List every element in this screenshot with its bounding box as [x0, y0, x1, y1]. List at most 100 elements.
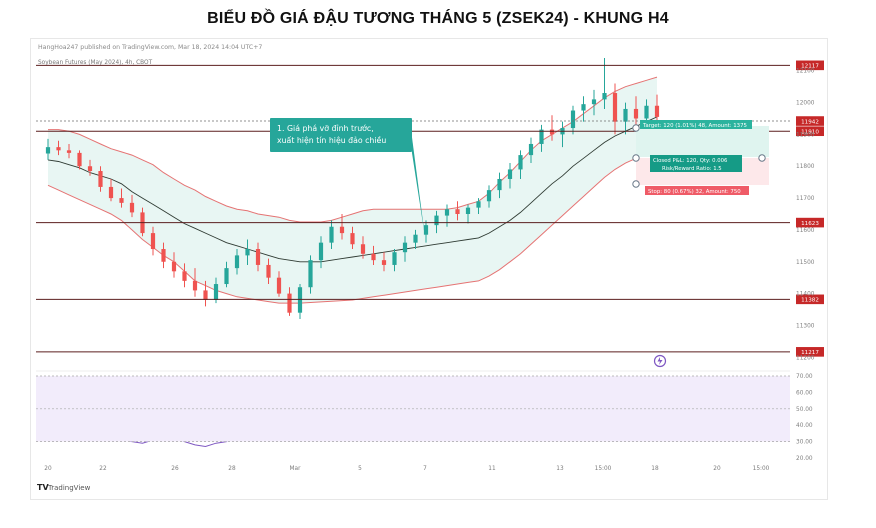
event-icon[interactable]	[653, 354, 667, 368]
candle	[308, 255, 313, 294]
candle	[591, 89, 597, 116]
candle-body	[213, 284, 219, 300]
page-title: BIỂU ĐỒ GIÁ ĐẬU TƯƠNG THÁNG 5 (ZSEK24) -…	[207, 10, 669, 27]
candle-body	[255, 249, 261, 265]
price-axis-tick-label: 11400	[796, 292, 815, 298]
time-axis-tick-label: Mar	[290, 466, 302, 472]
candle	[654, 94, 660, 125]
price-axis-tick-label: 11900	[796, 132, 815, 138]
candle	[581, 96, 586, 122]
candle-body	[108, 186, 114, 199]
publisher-text: HangHoa247 published on TradingView.com,…	[38, 44, 262, 51]
candle	[455, 201, 460, 221]
candle	[360, 236, 366, 259]
price-level-badge	[796, 126, 824, 137]
candle-body	[308, 260, 313, 288]
bollinger-upper-line	[48, 76, 658, 223]
price-axis-tick-label: 11700	[796, 196, 815, 202]
candle-body	[87, 166, 93, 172]
candle-body	[518, 155, 523, 170]
candle	[255, 242, 261, 272]
candle-body	[266, 264, 271, 278]
price-level-label: 11910	[801, 130, 819, 136]
candle	[161, 242, 166, 269]
candle-body	[224, 268, 229, 285]
candle	[402, 236, 408, 262]
price-level-label: 11382	[801, 298, 819, 304]
candle-body	[549, 129, 555, 135]
candle	[245, 239, 250, 265]
candle-body	[129, 202, 135, 213]
time-axis-tick-label: 7	[423, 466, 427, 472]
bollinger-middle-line	[47, 116, 658, 263]
candle	[129, 194, 135, 218]
price-plot	[45, 58, 660, 320]
annotation-line-2: xuất hiện tín hiệu đảo chiều	[277, 136, 386, 145]
price-level-badge	[796, 294, 824, 305]
price-axis-tick-label: 11800	[796, 164, 815, 170]
price-axis-tick-label: 11300	[796, 323, 815, 329]
candle-body	[339, 226, 345, 234]
candle-body	[77, 152, 82, 167]
candle	[329, 220, 334, 250]
rsi-axis-tick-label: 70.00	[796, 374, 813, 380]
candle	[287, 287, 292, 316]
candle-body	[581, 104, 586, 111]
candle	[297, 284, 303, 320]
candle	[413, 229, 418, 250]
stop-label: Stop: 80 (0.67%) 32, Amount: 750	[648, 189, 741, 195]
annotation-number: 1.	[277, 124, 284, 133]
candle	[476, 198, 481, 214]
candle-body	[287, 293, 292, 313]
candle	[465, 204, 471, 224]
candle	[66, 143, 72, 159]
candle	[318, 236, 324, 269]
candle	[119, 188, 124, 208]
candle	[486, 185, 492, 208]
candle-body	[371, 253, 376, 261]
price-level-label: 12117	[801, 64, 819, 70]
candle	[602, 58, 607, 109]
price-level-badge	[796, 116, 824, 126]
time-axis-tick-label: 22	[99, 466, 107, 472]
rsi-axis-tick-label: 30.00	[796, 440, 813, 446]
trade-setup: Target: 120 (1.01%) 48, Amount: 1375 Clo…	[632, 120, 769, 195]
candle-body	[45, 147, 51, 154]
candle	[518, 150, 523, 179]
price-axis-tick-label: 12000	[796, 101, 815, 107]
tradingview-logo-text: TV	[37, 483, 49, 492]
rsi-pane	[36, 375, 790, 448]
candle-body	[150, 233, 156, 250]
candle-body	[633, 108, 639, 119]
candle-body	[413, 234, 418, 243]
time-axis-tick-label: 20	[713, 466, 721, 472]
candle	[182, 263, 187, 288]
annotation-callout: 1. Giá phá vỡ đỉnh trước, xuất hiện tín …	[270, 118, 425, 237]
closed-pnl-label: Closed P&L: 120, Qty: 0.006	[653, 158, 728, 164]
rsi-axis-tick-label: 20.00	[796, 456, 813, 462]
candle	[234, 249, 240, 275]
price-level-label: 11942	[801, 119, 819, 125]
candle	[507, 163, 513, 189]
candle-body	[591, 99, 597, 105]
candle-body	[192, 280, 198, 291]
candle	[171, 252, 177, 278]
price-level-badge	[796, 60, 824, 71]
rsi-axis-tick-label: 40.00	[796, 423, 813, 429]
candle-body	[329, 226, 334, 243]
tradingview-footer: TV TradingView	[37, 483, 91, 492]
candle	[350, 226, 355, 250]
bollinger-band-fill	[48, 77, 657, 304]
candle-body	[276, 277, 282, 294]
candle-body	[486, 190, 492, 202]
price-level-badge	[796, 347, 824, 357]
price-axis-tick-label: 12100	[796, 69, 815, 75]
candle	[528, 137, 534, 164]
candle	[381, 252, 387, 272]
candle	[612, 83, 618, 135]
candle-body	[161, 249, 166, 262]
candle	[392, 249, 397, 272]
candle-body	[360, 244, 366, 254]
